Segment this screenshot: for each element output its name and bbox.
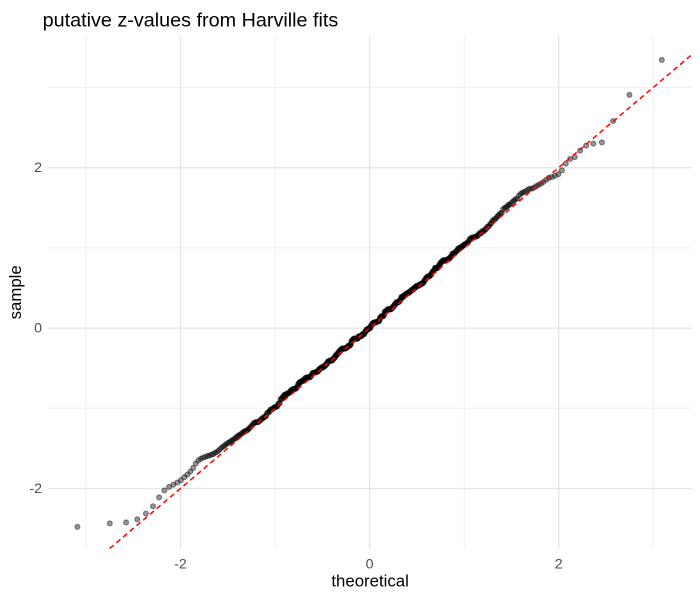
- svg-text:sample: sample: [6, 265, 25, 319]
- svg-text:2: 2: [34, 160, 42, 176]
- svg-text:-2: -2: [29, 481, 42, 497]
- svg-text:0: 0: [366, 557, 374, 573]
- svg-text:2: 2: [555, 557, 563, 573]
- svg-text:0: 0: [34, 321, 42, 337]
- svg-text:putative z-values from Harvill: putative z-values from Harville fits: [43, 9, 339, 31]
- svg-text:-2: -2: [174, 557, 187, 573]
- svg-text:theoretical: theoretical: [331, 572, 408, 591]
